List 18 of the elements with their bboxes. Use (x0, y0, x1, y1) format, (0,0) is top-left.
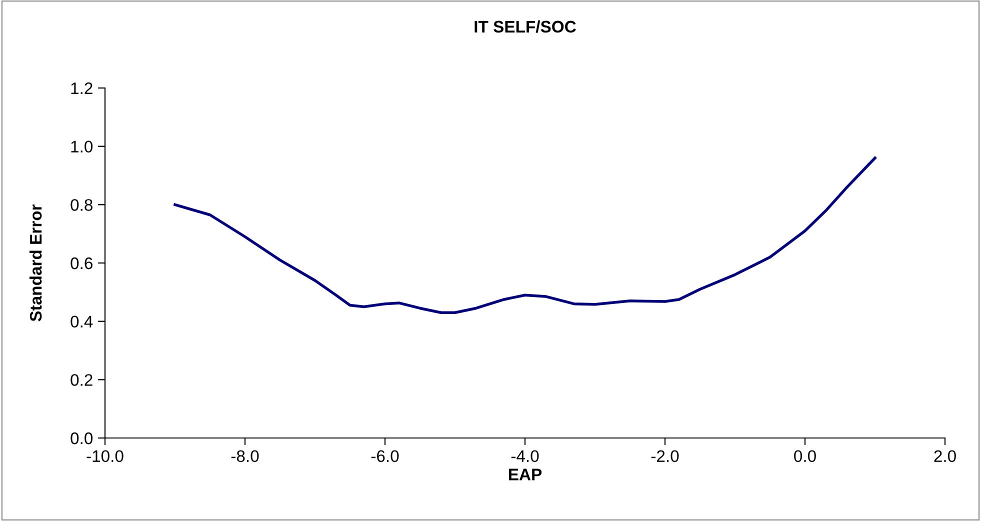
y-tick-label: 0.4 (70, 316, 93, 328)
y-tick-label: 0.2 (70, 374, 92, 386)
line-series (174, 156, 876, 314)
y-tick-label: 1.0 (71, 140, 93, 153)
y-tick-label: 1.2 (71, 82, 92, 94)
x-tick-label: 2.0 (934, 450, 956, 462)
y-tick-label: 0.6 (70, 257, 92, 270)
x-axis-title: EAP (508, 468, 542, 480)
x-tick-label: -8.0 (231, 450, 259, 462)
y-tick-label: 0.8 (70, 199, 92, 211)
x-tick-label: -4.0 (511, 450, 539, 462)
x-tick-label: -10.0 (86, 450, 124, 462)
y-tick-label: 0.0 (70, 432, 93, 444)
y-axis-title: Standard Error (29, 204, 42, 322)
x-tick-label: -2.0 (651, 450, 679, 462)
x-tick-label: 0.0 (794, 450, 816, 462)
x-tick-label: -6.0 (371, 450, 399, 462)
chart-title: IT SELF/SOC (474, 20, 576, 33)
